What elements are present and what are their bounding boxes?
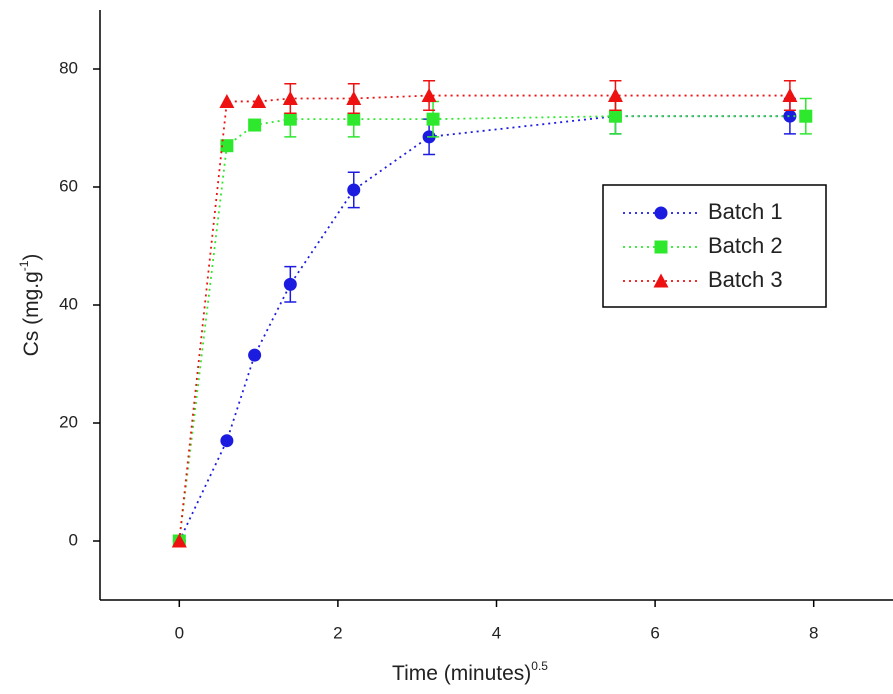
y-axis-title: Cs (mg.g-1) (17, 254, 43, 357)
y-tick-label: 80 (59, 58, 78, 77)
legend-label: Batch 2 (708, 233, 783, 258)
x-tick-label: 8 (809, 623, 818, 642)
y-tick-label: 40 (59, 294, 78, 313)
y-tick-label: 60 (59, 176, 78, 195)
data-point (283, 112, 297, 126)
data-point (220, 139, 234, 153)
data-point (347, 183, 361, 197)
legend-marker (653, 273, 669, 288)
x-axis-title: Time (minutes)0.5 (392, 659, 548, 685)
x-tick-label: 6 (650, 623, 659, 642)
x-label-sup: 0.5 (531, 659, 548, 673)
legend-label: Batch 3 (708, 267, 783, 292)
data-point (782, 88, 798, 103)
data-point (283, 277, 297, 291)
x-tick-label: 0 (175, 623, 184, 642)
data-point (282, 91, 298, 105)
legend-marker (654, 206, 668, 220)
data-point (220, 434, 234, 448)
x-tick-label: 2 (333, 623, 342, 642)
data-point (248, 348, 262, 362)
data-point (799, 109, 813, 123)
series-line (178, 115, 806, 542)
series-line (178, 94, 790, 542)
legend-marker (654, 240, 668, 254)
data-point (346, 91, 362, 105)
x-label: Time (minutes) (392, 662, 531, 685)
y-tick-label: 20 (59, 412, 78, 431)
data-point (426, 112, 440, 126)
data-point (347, 112, 361, 126)
series-line (178, 115, 790, 542)
data-point (783, 109, 797, 123)
y-label: Cs (mg.g (20, 271, 43, 356)
legend-box (602, 184, 827, 308)
data-point (421, 88, 437, 103)
y-label-sup: -1 (17, 260, 31, 271)
data-point (248, 118, 262, 132)
data-point (251, 93, 267, 108)
data-point (219, 93, 235, 108)
data-point (608, 109, 622, 123)
data-point (607, 88, 623, 103)
legend-label: Batch 1 (708, 199, 783, 224)
data-point (171, 533, 187, 548)
y-tick-label: 0 (69, 530, 78, 549)
y-label-end: ) (20, 254, 43, 261)
x-tick-label: 4 (492, 623, 501, 642)
